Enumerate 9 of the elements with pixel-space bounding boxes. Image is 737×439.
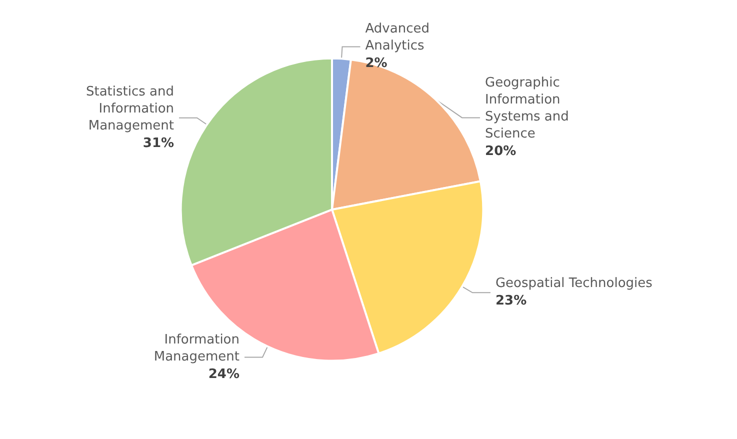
data-label: 31% <box>142 136 174 151</box>
data-label: 23% <box>495 294 527 309</box>
slice-label: Information Management <box>154 332 240 364</box>
data-label: 24% <box>208 366 240 382</box>
slice-label: Geospatial Technologies <box>495 276 653 292</box>
slice-label: Advanced Analytics <box>365 22 430 54</box>
data-label: 20% <box>485 144 516 160</box>
slice-label: Statistics and Information Management <box>86 84 174 134</box>
slice-label: Geographic Information Systems and Science <box>485 76 569 142</box>
